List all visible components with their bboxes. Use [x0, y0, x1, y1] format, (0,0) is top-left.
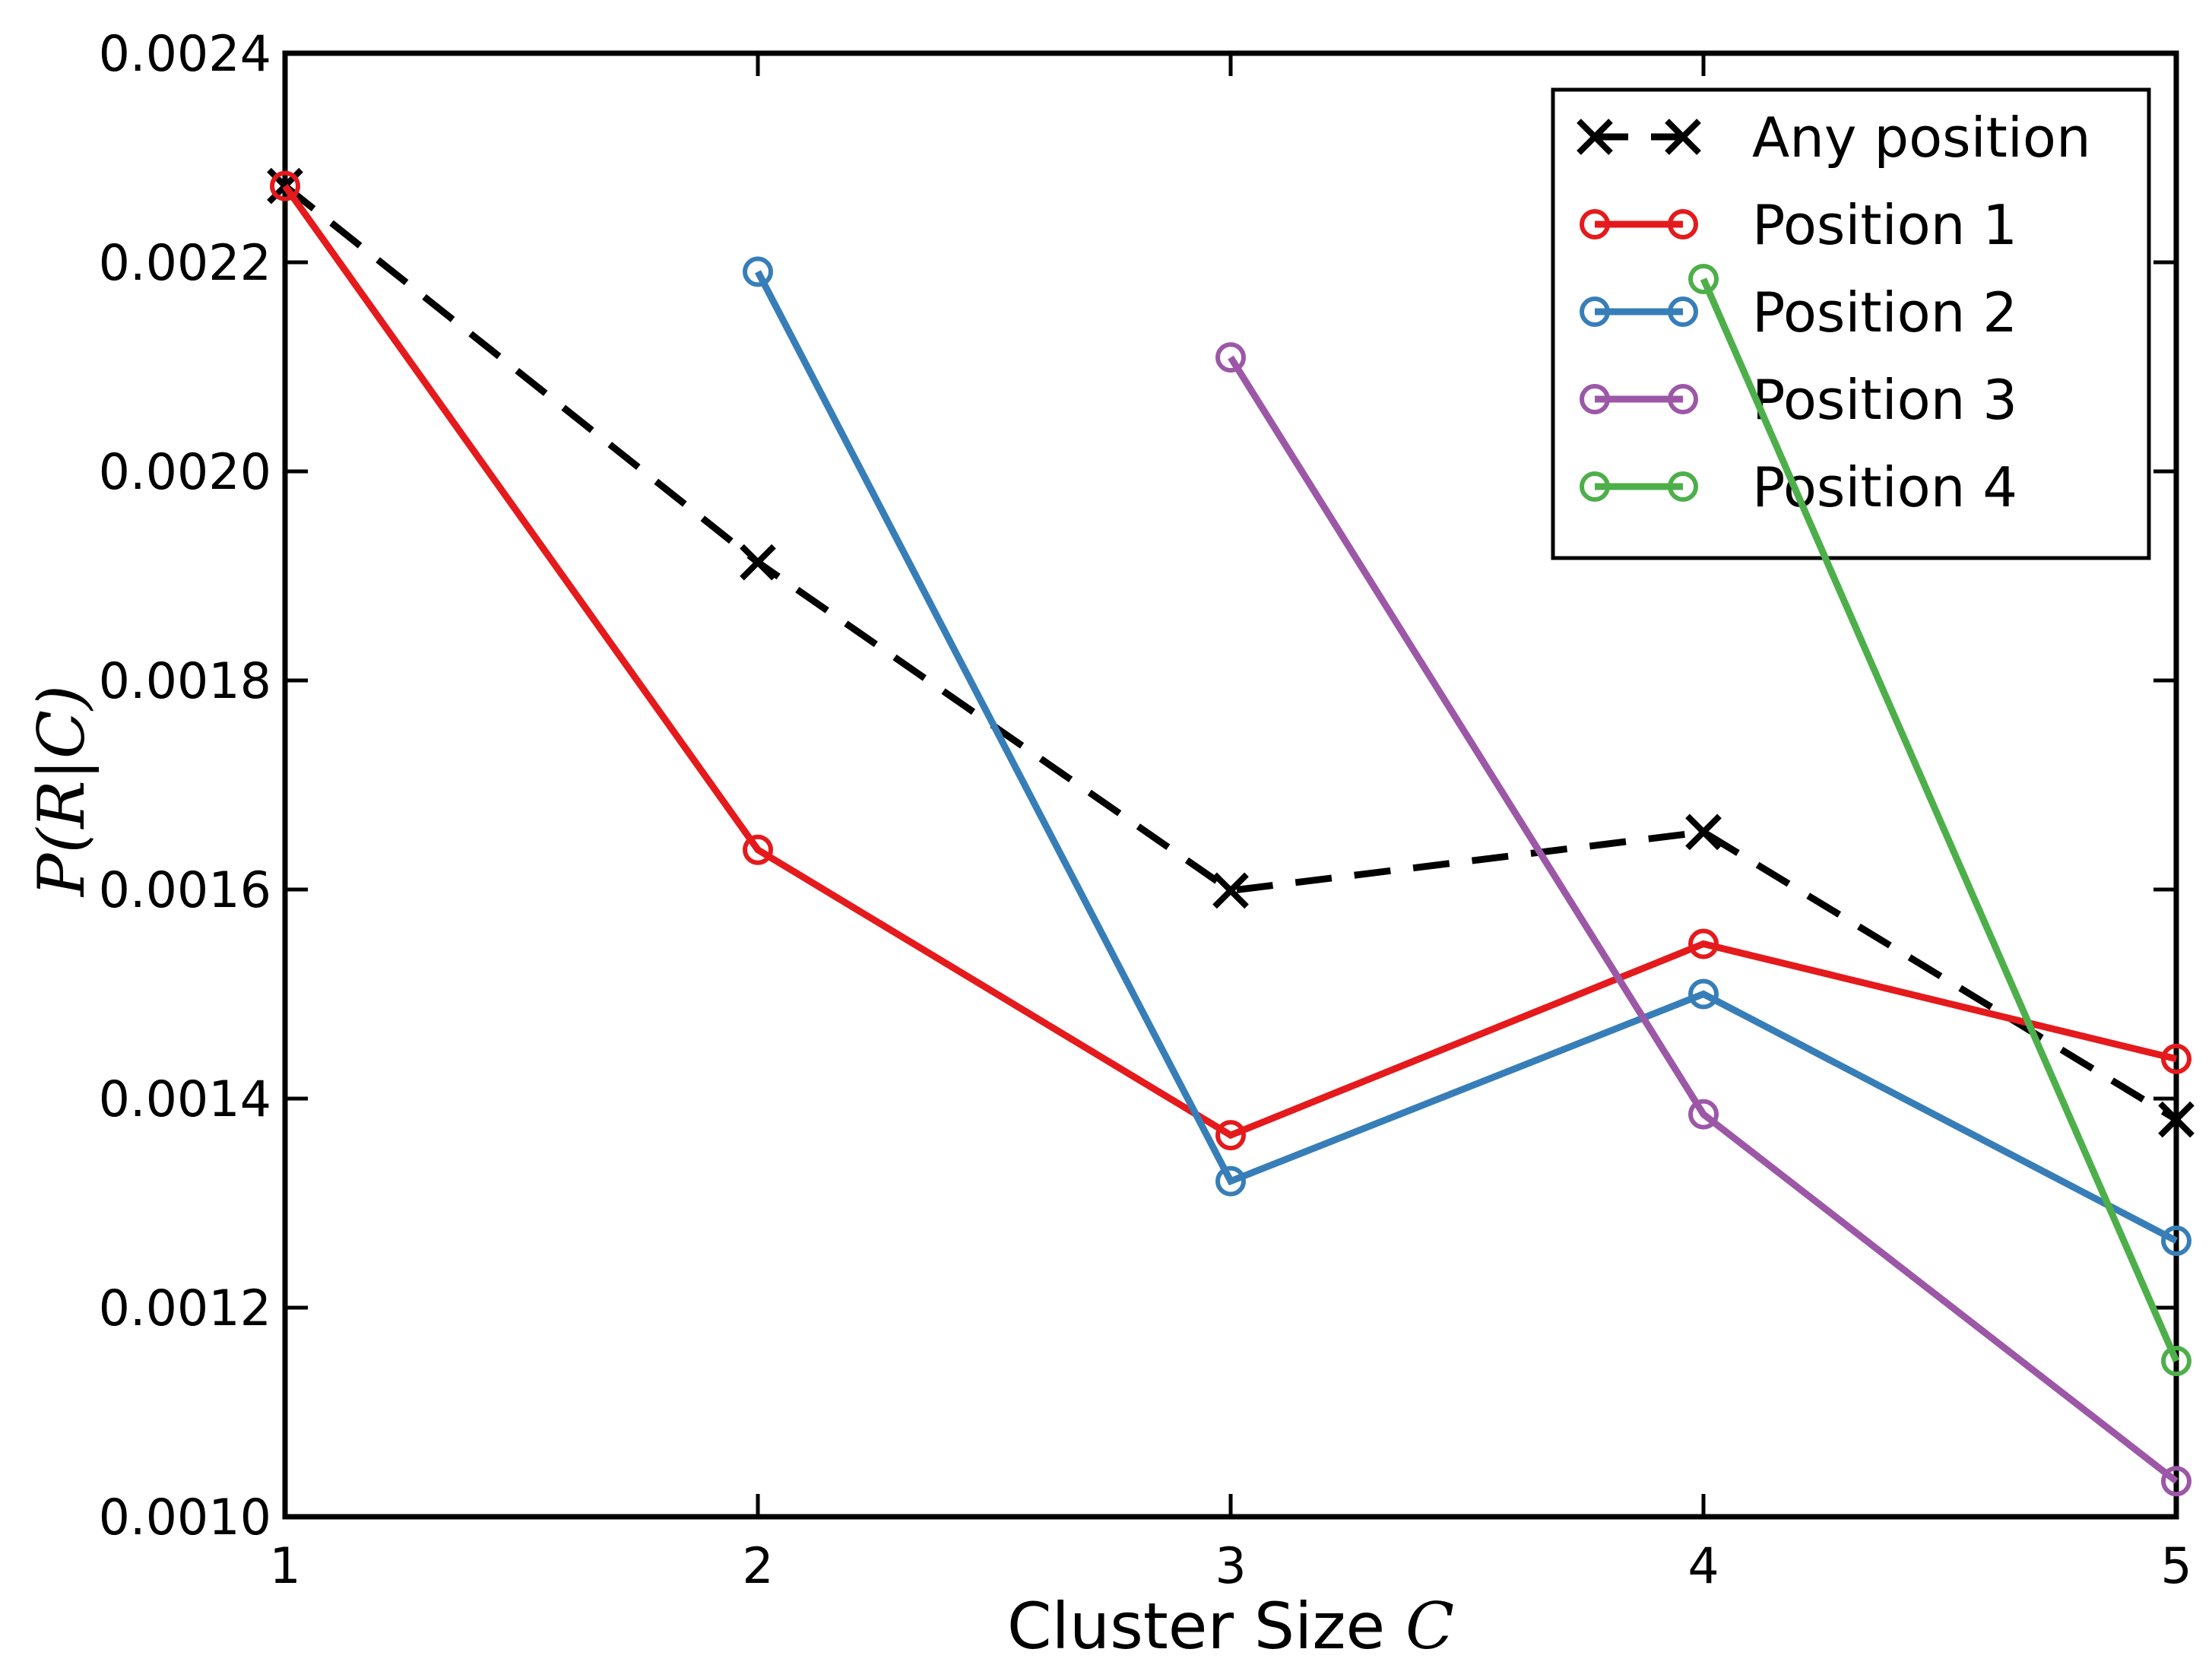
legend-label: Position 2	[1752, 281, 2017, 344]
data-point-marker	[743, 256, 773, 287]
y-tick-label: 0.0024	[99, 26, 271, 83]
legend-entry: Position 3	[1580, 368, 2017, 432]
series-line	[755, 270, 2179, 1244]
y-tick-label: 0.0014	[99, 1071, 271, 1128]
series-line	[283, 183, 2179, 1123]
data-point-marker	[743, 834, 773, 865]
series-line	[1228, 355, 2179, 1484]
series-line	[282, 184, 2178, 1140]
data-point-marker	[2161, 1346, 2191, 1377]
legend-sample-marker	[1668, 471, 1698, 502]
legend-sample-marker	[1668, 209, 1698, 239]
data-point-marker	[1212, 872, 1249, 909]
data-point-marker	[1688, 928, 1719, 959]
series-position-1	[270, 170, 2191, 1151]
data-point-marker	[1215, 1166, 1246, 1197]
data-point-marker	[1215, 1120, 1246, 1151]
data-point-marker	[2161, 1226, 2191, 1256]
legend-sample-marker	[1580, 384, 1610, 414]
x-axis-label-math: C	[1405, 1589, 1454, 1663]
data-point-marker	[270, 170, 300, 201]
series-position-3	[1215, 342, 2191, 1497]
data-point-marker	[1688, 978, 1719, 1010]
series-line	[1700, 278, 2180, 1362]
y-tick-label: 0.0010	[99, 1489, 271, 1546]
legend-label: Any position	[1752, 106, 2091, 170]
x-axis-label-text: Cluster Size	[1007, 1589, 1405, 1663]
data-point-marker	[2161, 1043, 2191, 1074]
legend-entry: Any position	[1577, 106, 2091, 170]
series	[267, 167, 2195, 1497]
x-axis-label: Cluster Size C	[1007, 1589, 1454, 1663]
legend-sample-marker	[1668, 384, 1698, 414]
x-tick-label: 2	[742, 1538, 773, 1595]
y-tick-label: 0.0012	[99, 1280, 271, 1337]
axis-labels: Cluster Size C P(R|C)	[24, 685, 1454, 1663]
x-tick-label: 4	[1688, 1538, 1719, 1595]
data-point-marker	[1688, 264, 1719, 294]
legend-sample-marker	[1665, 119, 1701, 155]
legend-sample-marker	[1580, 297, 1610, 327]
data-point-marker	[1688, 1099, 1719, 1130]
y-tick-label: 0.0022	[99, 235, 271, 292]
legend-sample-marker	[1580, 209, 1610, 239]
y-axis-label: P(R|C)	[24, 685, 99, 898]
legend-label: Position 1	[1752, 193, 2017, 257]
data-point-marker	[2158, 1101, 2195, 1138]
y-tick-label: 0.0016	[99, 862, 271, 919]
legend-sample-marker	[1580, 471, 1610, 502]
x-tick-label: 5	[2160, 1538, 2191, 1595]
series-any-position	[267, 167, 2195, 1138]
data-point-marker	[2161, 1466, 2191, 1497]
y-tick-label: 0.0018	[99, 653, 271, 710]
axes: 1 2 3 4 5 0.0010 0.0012 0.0014 0.0016 0.0018 0.002…	[99, 26, 2192, 1595]
data-point-marker	[1215, 342, 1246, 373]
x-tick-label: 3	[1215, 1538, 1246, 1595]
x-tick-label: 1	[269, 1538, 300, 1595]
series-position-2	[743, 256, 2191, 1256]
legend-sample-marker	[1577, 119, 1613, 155]
legend-label: Position 3	[1752, 368, 2017, 432]
legend: Any position Position 1 Position 2 Position…	[1551, 87, 2151, 560]
data-point-marker	[740, 544, 776, 581]
series-position-4	[1688, 264, 2191, 1377]
data-point-marker	[1685, 813, 1722, 851]
legend-box	[1551, 87, 2151, 560]
y-tick-label: 0.0020	[99, 444, 271, 501]
legend-entry: Position 1	[1580, 193, 2017, 257]
legend-sample-marker	[1668, 297, 1698, 327]
legend-entry: Position 2	[1580, 281, 2017, 344]
